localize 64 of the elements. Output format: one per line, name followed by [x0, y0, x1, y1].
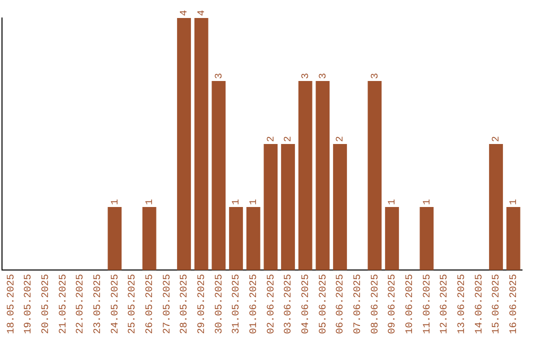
bar — [506, 206, 520, 270]
x-tick-label: 14.06.2025 — [474, 274, 486, 334]
data-label: 3 — [370, 72, 382, 79]
bar — [333, 144, 347, 270]
data-label: 1 — [388, 198, 399, 205]
x-tick-label: 20.05.2025 — [40, 274, 52, 334]
bar — [194, 18, 208, 270]
data-label: 3 — [318, 72, 330, 79]
bar — [108, 206, 122, 270]
bar — [489, 144, 503, 270]
x-tick-label: 07.06.2025 — [352, 274, 364, 334]
x-tick-label: 30.05.2025 — [214, 274, 226, 334]
data-label: 1 — [144, 198, 156, 205]
bar — [264, 144, 278, 270]
bar — [212, 81, 226, 270]
bar — [420, 206, 434, 270]
x-tick-label: 04.06.2025 — [300, 274, 312, 334]
x-tick-label: 25.05.2025 — [128, 274, 139, 334]
x-tick-label: 29.05.2025 — [196, 274, 208, 334]
bar — [298, 81, 312, 270]
data-label: 1 — [110, 198, 122, 205]
x-tick-label: 09.06.2025 — [388, 274, 399, 334]
x-tick-label: 28.05.2025 — [180, 274, 191, 334]
data-label: 1 — [232, 198, 243, 205]
x-tick-label: 02.06.2025 — [266, 274, 278, 334]
x-tick-label: 19.05.2025 — [24, 274, 35, 334]
x-tick-label: 12.06.2025 — [440, 274, 451, 334]
data-label: 1 — [422, 198, 434, 205]
x-tick-label: 27.05.2025 — [162, 274, 174, 334]
x-tick-label: 05.06.2025 — [318, 274, 330, 334]
data-label: 3 — [214, 72, 226, 79]
x-tick-label: 21.05.2025 — [58, 274, 70, 334]
bar — [229, 206, 243, 270]
x-tick-label: 23.05.2025 — [92, 274, 104, 334]
x-tick-label: 24.05.2025 — [110, 274, 122, 334]
bar — [281, 144, 295, 270]
data-label: 1 — [248, 198, 260, 205]
x-tick-label: 03.06.2025 — [284, 274, 295, 334]
bar — [177, 18, 191, 270]
bar — [385, 206, 399, 270]
data-label: 2 — [492, 136, 503, 142]
bar — [368, 81, 382, 270]
x-tick-label: 18.05.2025 — [6, 274, 18, 334]
data-label: 3 — [300, 72, 312, 79]
x-tick-label: 26.05.2025 — [144, 274, 156, 334]
x-tick-label: 16.06.2025 — [508, 274, 520, 334]
x-tick-label: 22.05.2025 — [76, 274, 87, 334]
x-tick-label: 08.06.2025 — [370, 274, 382, 334]
data-label: 4 — [180, 10, 191, 16]
bar — [246, 206, 260, 270]
bar — [316, 81, 330, 270]
data-label: 1 — [508, 198, 520, 205]
x-tick-label: 06.06.2025 — [336, 274, 347, 334]
x-tick-label: 01.06.2025 — [248, 274, 260, 334]
data-label: 2 — [266, 136, 278, 142]
bar — [142, 206, 156, 270]
data-label: 4 — [196, 10, 208, 16]
x-tick-label: 10.06.2025 — [404, 274, 416, 334]
data-label: 2 — [336, 136, 347, 142]
x-tick-label: 15.06.2025 — [492, 274, 503, 334]
data-label: 2 — [284, 136, 295, 142]
x-tick-label: 31.05.2025 — [232, 274, 243, 334]
x-tick-label: 13.06.2025 — [456, 274, 468, 334]
x-tick-label: 11.06.2025 — [422, 274, 434, 334]
